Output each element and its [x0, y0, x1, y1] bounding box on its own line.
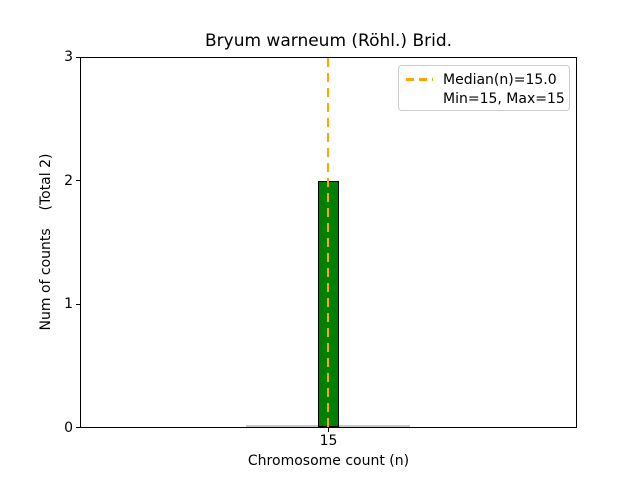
legend-label-median: Median(n)=15.0	[443, 71, 557, 88]
y-tick-mark	[76, 57, 80, 58]
x-tick-label: 15	[319, 433, 338, 449]
x-axis-label: Chromosome count (n)	[247, 453, 410, 469]
y-tick-mark	[76, 427, 80, 428]
median-dashed-line-icon	[406, 78, 433, 81]
chart-title: Bryum warneum (Röhl.) Brid.	[204, 31, 453, 51]
legend-row: Median(n)=15.0	[406, 70, 561, 89]
plot-area: Median(n)=15.0 Min=15, Max=15	[80, 57, 577, 428]
legend: Median(n)=15.0 Min=15, Max=15	[398, 65, 570, 111]
y-tick-label: 2	[64, 173, 73, 189]
y-tick-mark	[76, 304, 80, 305]
x-tick-mark	[328, 428, 329, 432]
median-line	[327, 58, 329, 427]
y-tick-label: 0	[64, 420, 73, 436]
legend-row: Min=15, Max=15	[406, 89, 565, 108]
legend-label-minmax: Min=15, Max=15	[443, 90, 565, 107]
y-tick-label: 1	[64, 296, 73, 312]
y-axis-label: Num of counts (Total 2)	[38, 153, 54, 331]
y-tick-mark	[76, 180, 80, 181]
y-tick-label: 3	[64, 49, 73, 65]
